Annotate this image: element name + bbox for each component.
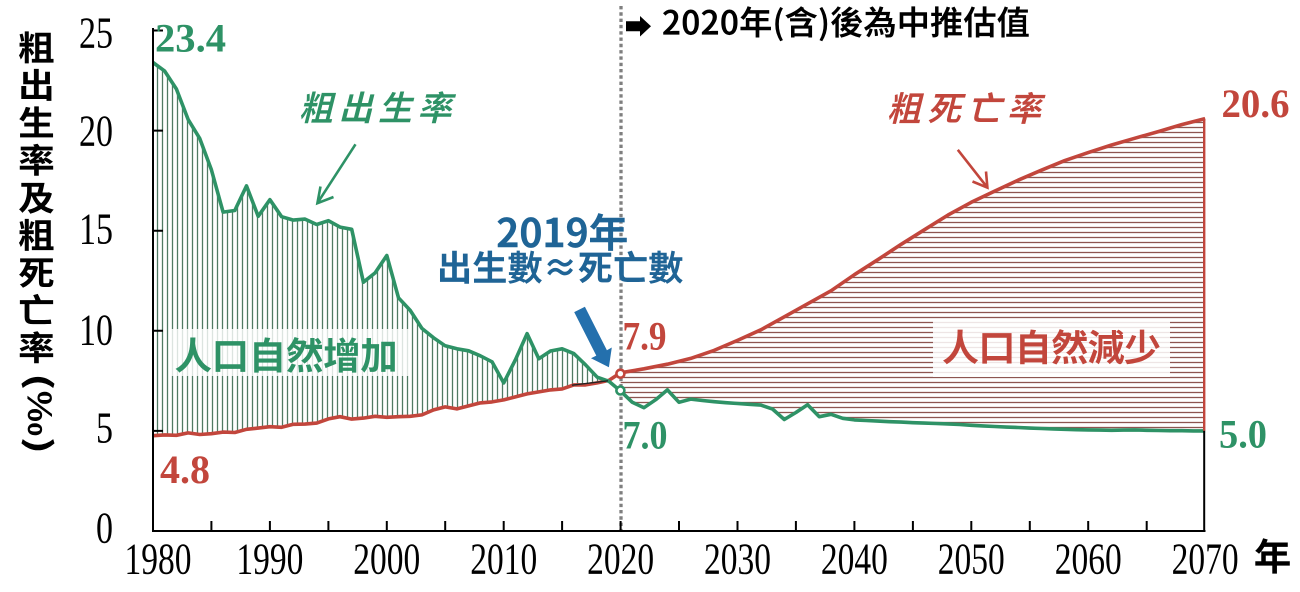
svg-text:23.4: 23.4: [155, 15, 226, 60]
svg-text:2020: 2020: [587, 535, 654, 584]
svg-text:0: 0: [96, 504, 113, 553]
svg-text:7.9: 7.9: [623, 313, 667, 358]
svg-text:25: 25: [79, 9, 113, 58]
svg-text:20.6: 20.6: [1222, 81, 1290, 126]
svg-text:2030: 2030: [704, 535, 771, 584]
svg-text:2010: 2010: [470, 535, 537, 584]
svg-text:1990: 1990: [236, 535, 303, 584]
svg-text:4.8: 4.8: [160, 447, 210, 492]
svg-text:2000: 2000: [353, 535, 420, 584]
svg-text:2050: 2050: [938, 535, 1005, 584]
svg-text:20: 20: [79, 107, 113, 156]
svg-text:2040: 2040: [821, 535, 888, 584]
svg-text:10: 10: [79, 306, 113, 355]
svg-text:7.0: 7.0: [623, 412, 668, 457]
svg-text:5.0: 5.0: [1219, 411, 1267, 456]
svg-text:1980: 1980: [125, 535, 192, 584]
svg-text:2070: 2070: [1172, 535, 1239, 584]
svg-text:2060: 2060: [1055, 535, 1122, 584]
svg-text:5: 5: [96, 404, 113, 453]
svg-text:15: 15: [79, 205, 113, 254]
